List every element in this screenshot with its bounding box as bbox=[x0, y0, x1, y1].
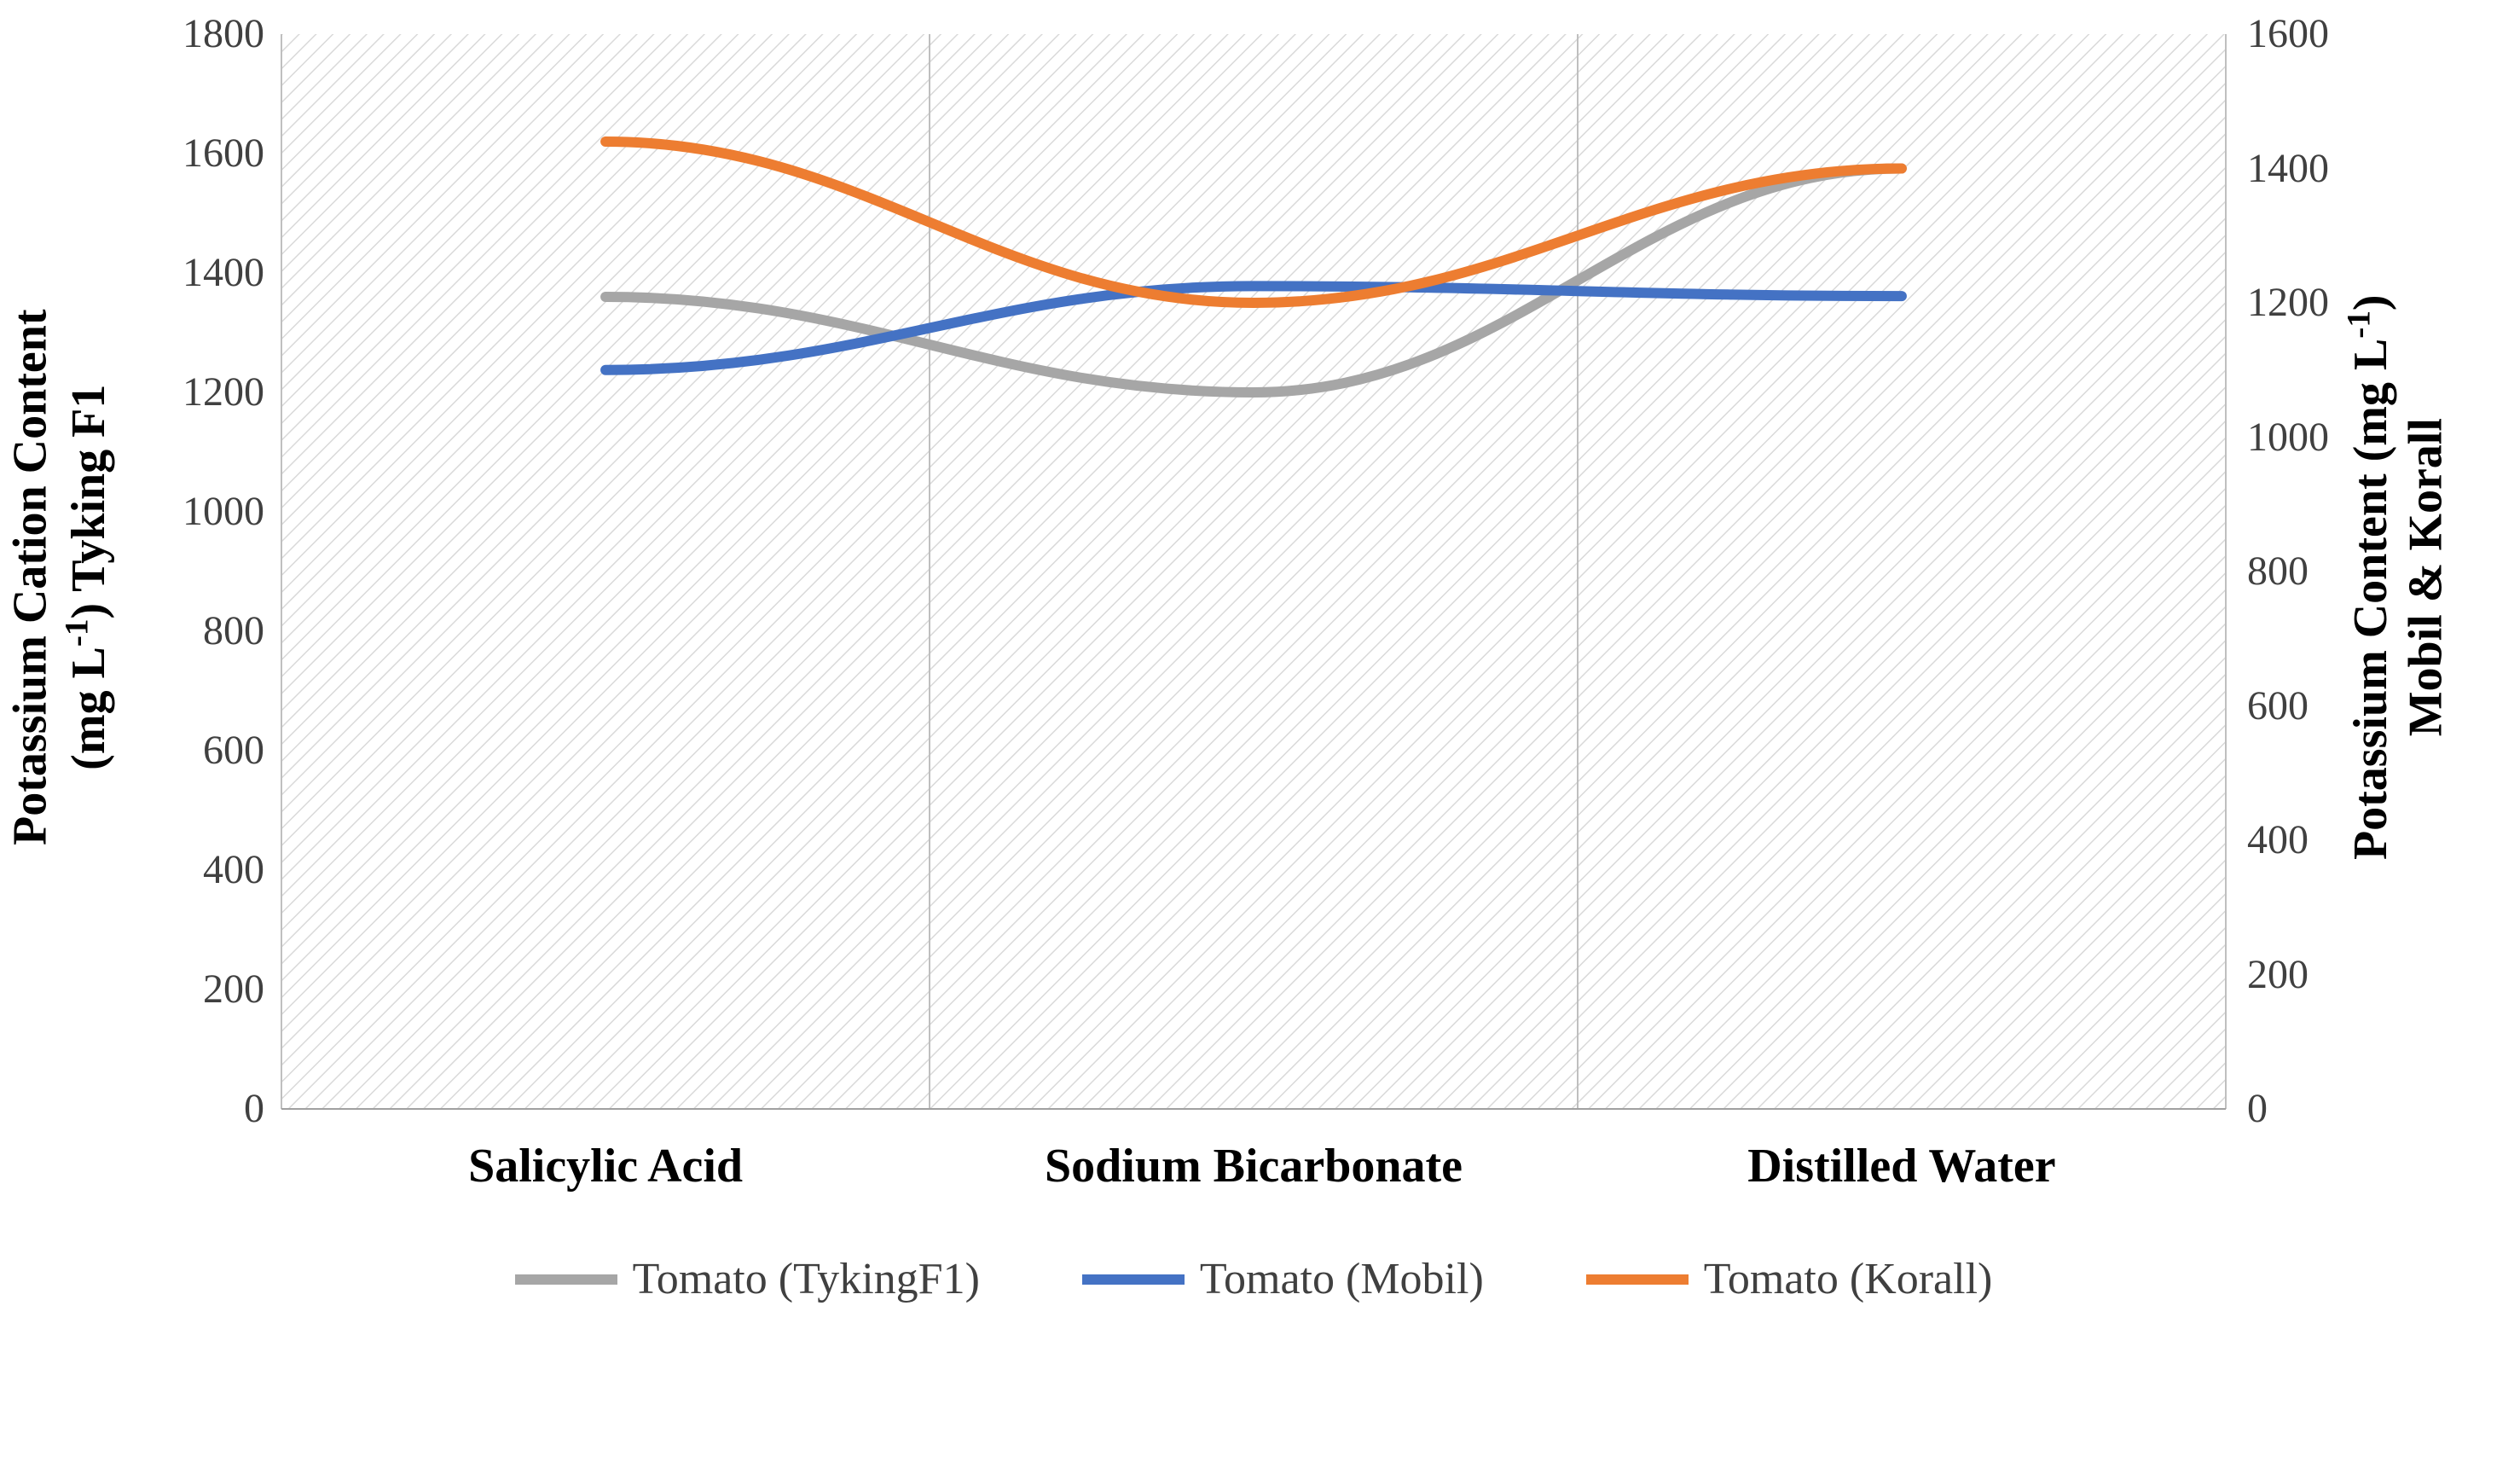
y-right-tick-label: 400 bbox=[2247, 820, 2309, 861]
legend-swatch bbox=[515, 1274, 617, 1285]
y-right-tick-label: 1600 bbox=[2247, 14, 2329, 55]
y-right-tick-label: 0 bbox=[2247, 1088, 2268, 1129]
legend: Tomato (TykingF1) Tomato (Mobil) Tomato (K… bbox=[281, 1254, 2226, 1304]
y-left-tick-label: 0 bbox=[244, 1088, 264, 1129]
legend-swatch bbox=[1586, 1274, 1689, 1285]
category-label: Sodium Bicarbonate bbox=[998, 1139, 1509, 1193]
y-left-tick-label: 600 bbox=[203, 730, 264, 771]
y-axis-left-title: Potassium Cation Content(mg L-1) Tyking … bbox=[3, 40, 116, 1115]
y-left-tick-label: 400 bbox=[203, 850, 264, 891]
legend-label: Tomato (Korall) bbox=[1704, 1254, 1993, 1304]
legend-swatch bbox=[1082, 1274, 1185, 1285]
y-left-tick-label: 1400 bbox=[182, 252, 264, 293]
series-line bbox=[605, 142, 1902, 303]
category-label: Distilled Water bbox=[1646, 1139, 2158, 1193]
legend-item: Tomato (Korall) bbox=[1586, 1254, 1993, 1304]
legend-label: Tomato (Mobil) bbox=[1200, 1254, 1484, 1304]
chart-container: 0 200 400 600 800 1000 1200 1400 1600 1800 0 200 40… bbox=[0, 0, 2520, 1480]
plot-area bbox=[281, 34, 2226, 1109]
y-left-tick-label: 200 bbox=[203, 969, 264, 1010]
y-right-tick-label: 200 bbox=[2247, 955, 2309, 995]
y-axis-right-title: Potassium Content (mg L-1)Mobil & Korall bbox=[2339, 40, 2453, 1115]
y-left-tick-label: 1000 bbox=[182, 491, 264, 532]
y-right-tick-label: 1400 bbox=[2247, 148, 2329, 189]
legend-item: Tomato (TykingF1) bbox=[515, 1254, 980, 1304]
y-left-tick-label: 1800 bbox=[182, 14, 264, 55]
series-layer bbox=[281, 34, 2226, 1109]
y-left-tick-label: 1600 bbox=[182, 133, 264, 174]
y-right-tick-label: 1200 bbox=[2247, 282, 2329, 323]
y-right-tick-label: 600 bbox=[2247, 686, 2309, 727]
y-right-tick-label: 800 bbox=[2247, 551, 2309, 592]
y-left-tick-label: 800 bbox=[203, 611, 264, 652]
y-right-tick-label: 1000 bbox=[2247, 417, 2329, 458]
legend-label: Tomato (TykingF1) bbox=[633, 1254, 980, 1304]
category-label: Salicylic Acid bbox=[350, 1139, 861, 1193]
y-left-tick-label: 1200 bbox=[182, 372, 264, 413]
legend-item: Tomato (Mobil) bbox=[1082, 1254, 1484, 1304]
